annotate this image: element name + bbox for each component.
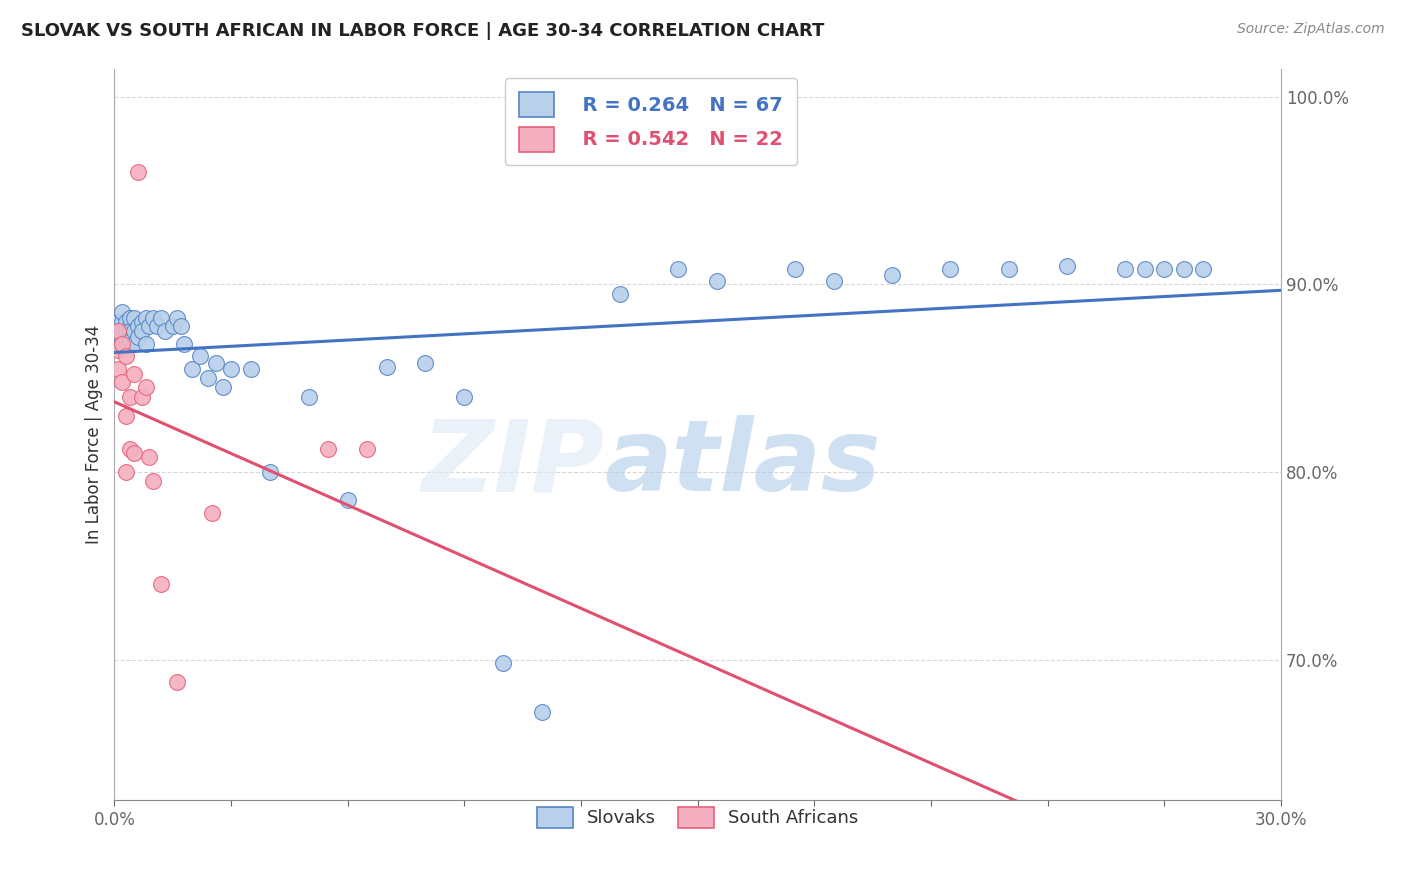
- Point: [118, 311, 141, 326]
- Point: [997, 262, 1019, 277]
- Point: [122, 337, 145, 351]
- Point: [298, 390, 321, 404]
- Point: [111, 324, 134, 338]
- Point: [118, 442, 141, 457]
- Point: [115, 324, 138, 338]
- Y-axis label: In Labor Force | Age 30-34: In Labor Force | Age 30-34: [86, 325, 103, 544]
- Text: SLOVAK VS SOUTH AFRICAN IN LABOR FORCE | AGE 30-34 CORRELATION CHART: SLOVAK VS SOUTH AFRICAN IN LABOR FORCE |…: [21, 22, 824, 40]
- Point: [118, 324, 141, 338]
- Point: [118, 318, 141, 333]
- Point: [212, 380, 235, 394]
- Point: [166, 675, 188, 690]
- Point: [201, 506, 224, 520]
- Point: [118, 390, 141, 404]
- Point: [939, 262, 962, 277]
- Point: [166, 311, 188, 326]
- Point: [107, 315, 129, 329]
- Point: [197, 371, 219, 385]
- Point: [115, 349, 138, 363]
- Point: [111, 315, 134, 329]
- Point: [115, 318, 138, 333]
- Point: [131, 324, 153, 338]
- Point: [239, 361, 262, 376]
- Point: [111, 375, 134, 389]
- Point: [115, 324, 138, 338]
- Point: [666, 262, 689, 277]
- Point: [111, 305, 134, 319]
- Point: [259, 465, 281, 479]
- Point: [162, 318, 184, 333]
- Point: [115, 337, 138, 351]
- Point: [107, 361, 129, 376]
- Point: [153, 324, 176, 338]
- Point: [169, 318, 191, 333]
- Point: [122, 446, 145, 460]
- Point: [127, 330, 149, 344]
- Point: [173, 337, 195, 351]
- Point: [181, 361, 204, 376]
- Point: [131, 390, 153, 404]
- Point: [1173, 262, 1195, 277]
- Text: Source: ZipAtlas.com: Source: ZipAtlas.com: [1237, 22, 1385, 37]
- Point: [146, 318, 169, 333]
- Point: [316, 442, 339, 457]
- Point: [453, 390, 475, 404]
- Point: [107, 324, 129, 338]
- Point: [138, 318, 160, 333]
- Point: [115, 465, 138, 479]
- Legend: Slovaks, South Africans: Slovaks, South Africans: [530, 800, 866, 835]
- Point: [107, 315, 129, 329]
- Point: [122, 368, 145, 382]
- Point: [219, 361, 242, 376]
- Point: [150, 311, 173, 326]
- Point: [1056, 259, 1078, 273]
- Point: [492, 657, 515, 671]
- Point: [134, 311, 156, 326]
- Point: [609, 286, 631, 301]
- Point: [134, 337, 156, 351]
- Point: [336, 493, 359, 508]
- Point: [188, 349, 211, 363]
- Point: [783, 262, 806, 277]
- Point: [111, 324, 134, 338]
- Point: [138, 450, 160, 464]
- Text: atlas: atlas: [605, 415, 882, 512]
- Text: ZIP: ZIP: [422, 415, 605, 512]
- Point: [115, 409, 138, 423]
- Point: [706, 273, 728, 287]
- Point: [1133, 262, 1156, 277]
- Point: [107, 324, 129, 338]
- Point: [823, 273, 845, 287]
- Point: [142, 311, 165, 326]
- Point: [1114, 262, 1136, 277]
- Point: [127, 318, 149, 333]
- Point: [142, 475, 165, 489]
- Point: [115, 315, 138, 329]
- Point: [118, 334, 141, 348]
- Point: [375, 359, 398, 374]
- Point: [107, 324, 129, 338]
- Point: [356, 442, 378, 457]
- Point: [122, 311, 145, 326]
- Point: [1153, 262, 1175, 277]
- Point: [111, 337, 134, 351]
- Point: [882, 268, 904, 282]
- Point: [107, 337, 129, 351]
- Point: [122, 324, 145, 338]
- Point: [415, 356, 437, 370]
- Point: [150, 577, 173, 591]
- Point: [1192, 262, 1215, 277]
- Point: [204, 356, 226, 370]
- Point: [134, 380, 156, 394]
- Point: [531, 705, 554, 719]
- Point: [111, 334, 134, 348]
- Point: [127, 164, 149, 178]
- Point: [115, 334, 138, 348]
- Point: [131, 315, 153, 329]
- Point: [107, 343, 129, 357]
